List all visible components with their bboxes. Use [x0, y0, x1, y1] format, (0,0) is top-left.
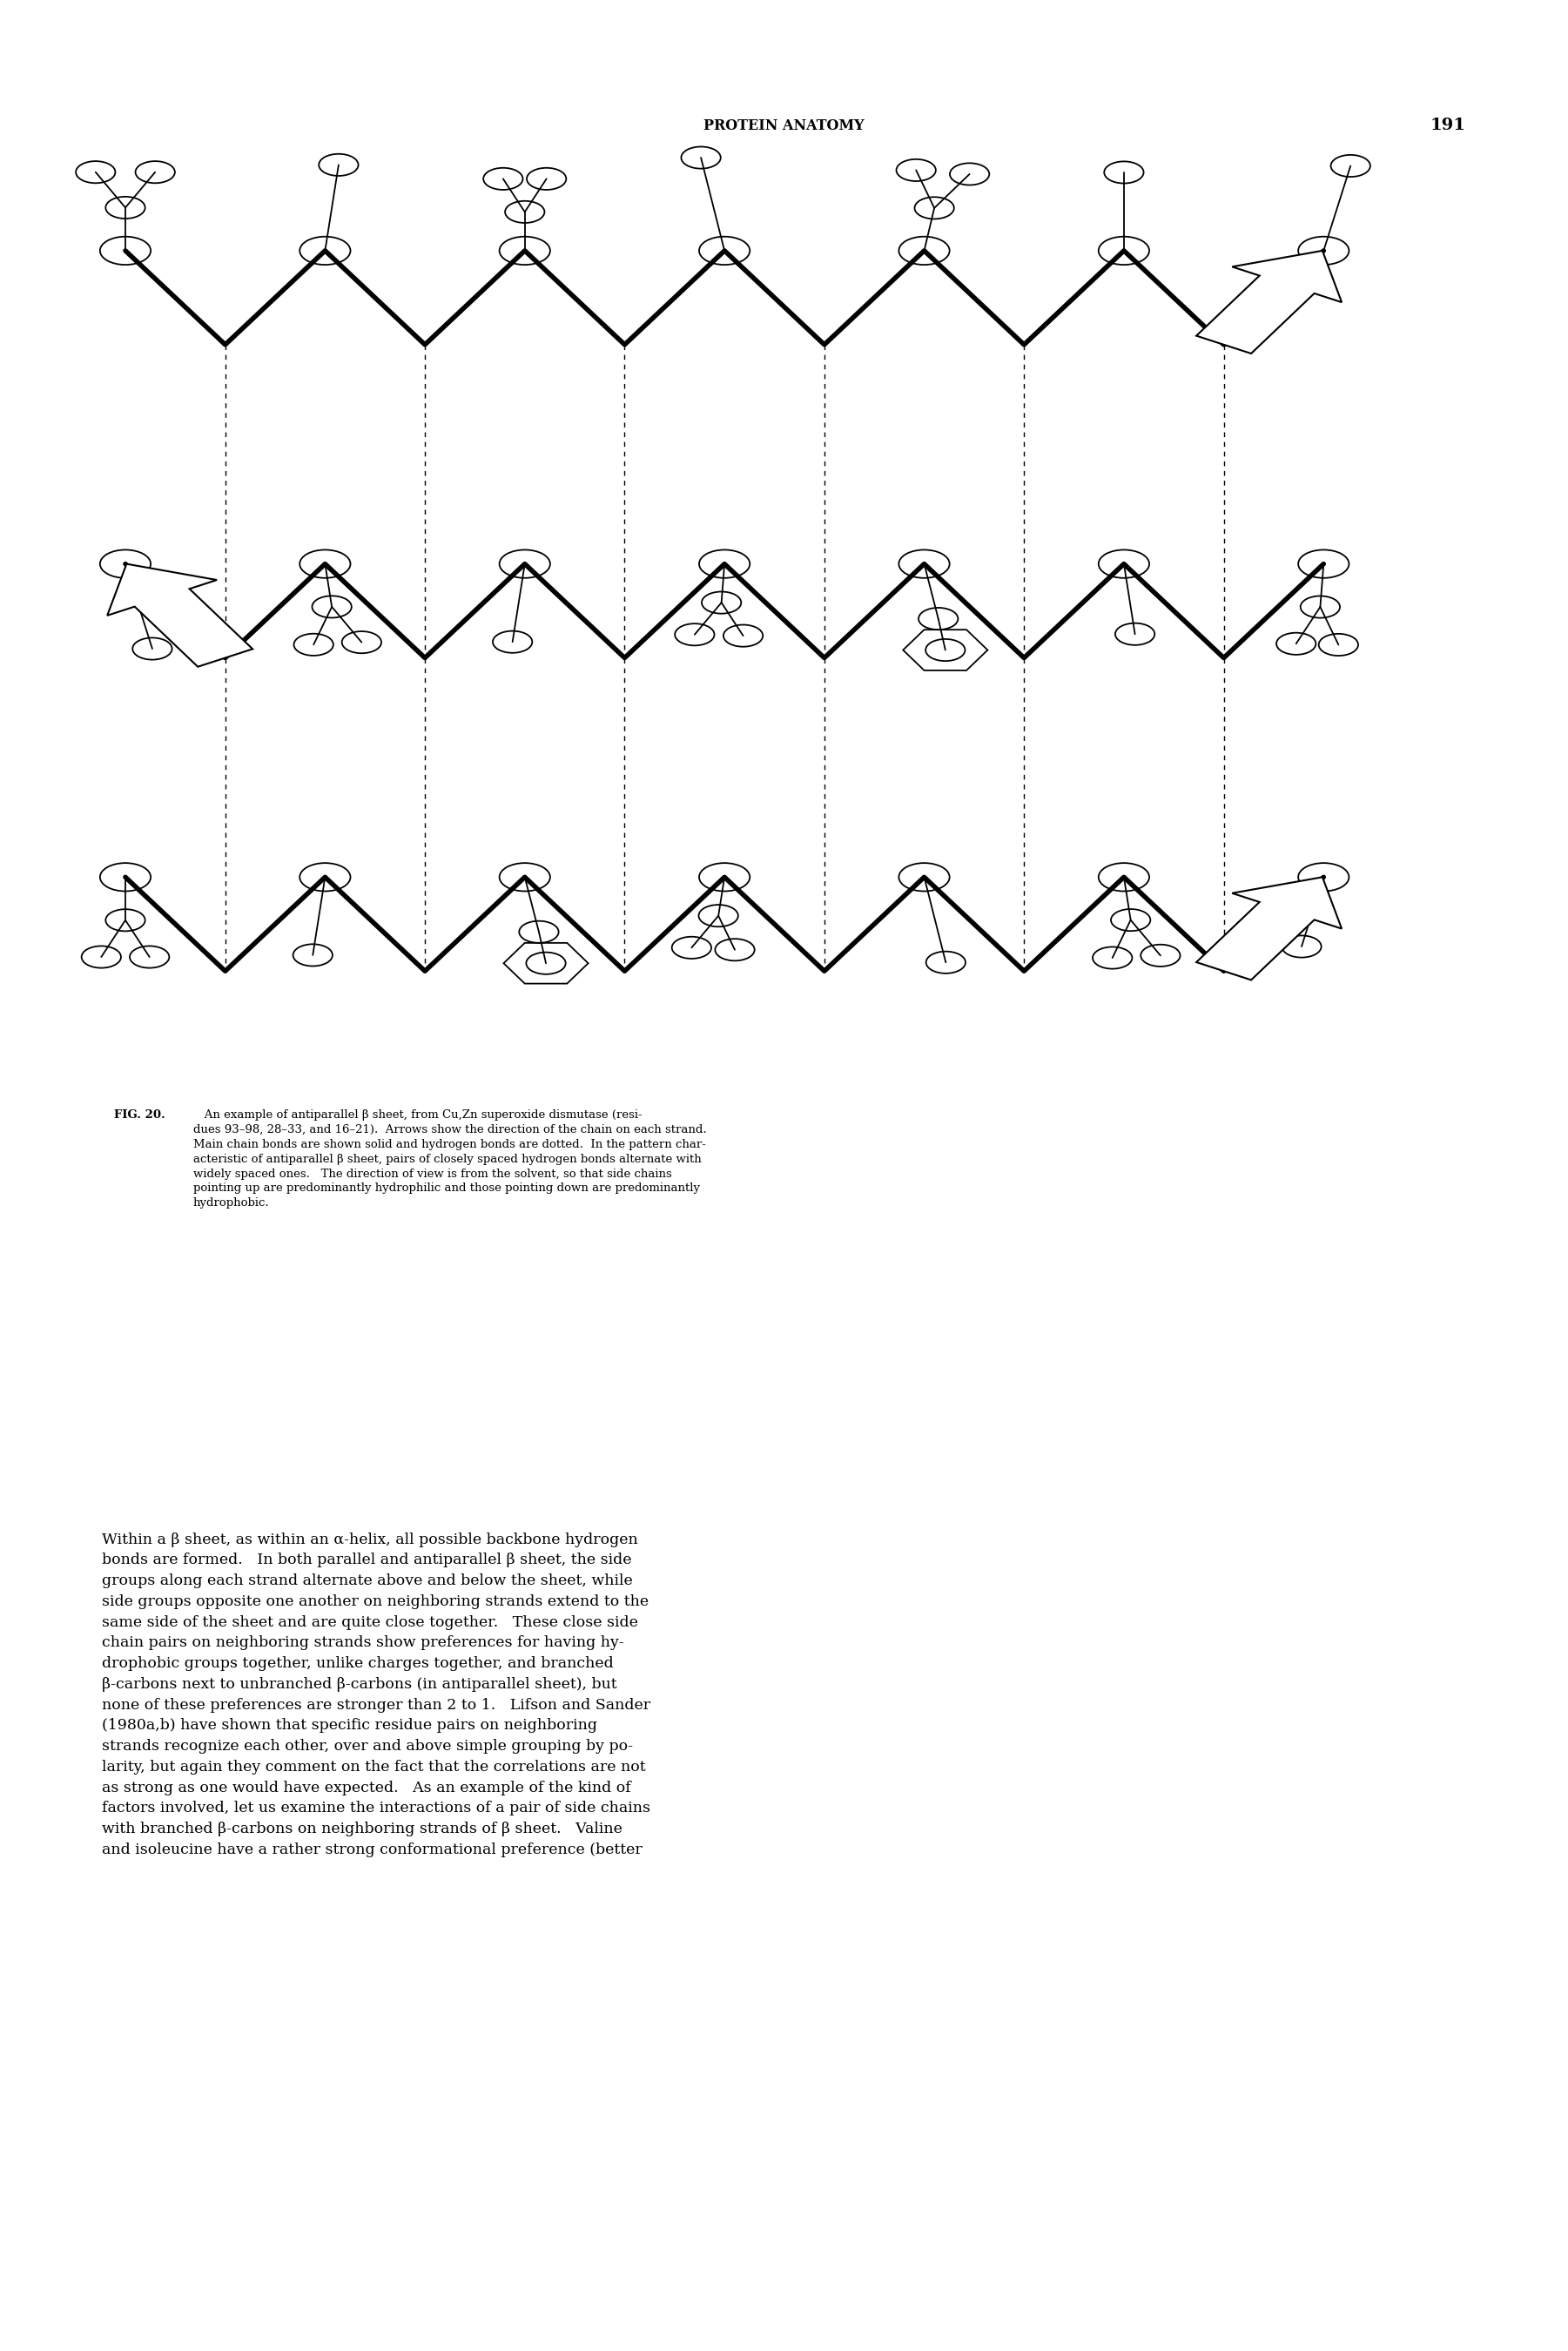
FancyArrow shape: [107, 564, 252, 668]
FancyArrow shape: [1196, 252, 1342, 353]
Text: PROTEIN ANATOMY: PROTEIN ANATOMY: [704, 118, 864, 134]
Text: 191: 191: [1430, 118, 1466, 134]
FancyArrow shape: [1196, 877, 1342, 980]
Text: An example of antiparallel β sheet, from Cu,Zn superoxide dismutase (resi-
dues : An example of antiparallel β sheet, from…: [193, 1110, 707, 1208]
Text: Within a β sheet, as within an α-helix, all possible backbone hydrogen
bonds are: Within a β sheet, as within an α-helix, …: [102, 1533, 651, 1857]
Text: FIG. 20.: FIG. 20.: [102, 1110, 165, 1121]
